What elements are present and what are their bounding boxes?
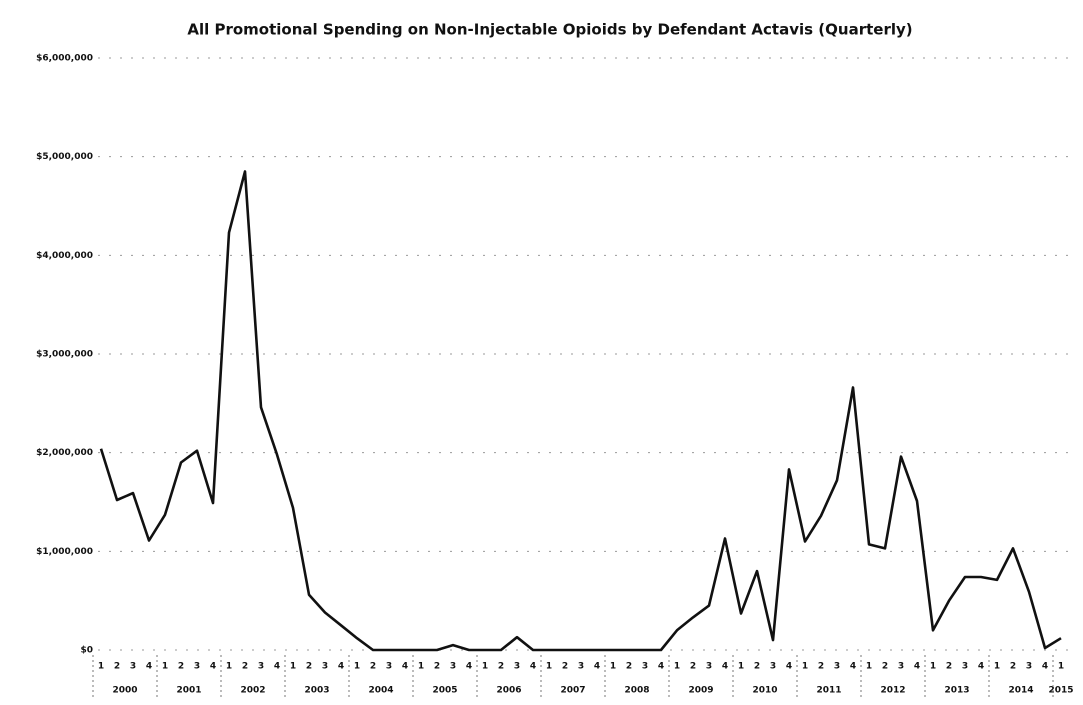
x-tick-label: 2 bbox=[754, 662, 760, 672]
x-tick-label: 2 bbox=[626, 662, 632, 672]
x-tick-label: 4 bbox=[274, 662, 280, 672]
x-tick-label: 3 bbox=[706, 662, 712, 672]
x-tick-label: 1 bbox=[930, 662, 936, 672]
x-tick-label: 3 bbox=[578, 662, 584, 672]
x-tick-label: 3 bbox=[834, 662, 840, 672]
year-label: 2011 bbox=[816, 686, 841, 696]
x-tick-label: 1 bbox=[162, 662, 168, 672]
x-tick-label: 4 bbox=[658, 662, 664, 672]
x-tick-label: 3 bbox=[770, 662, 776, 672]
year-label: 2006 bbox=[496, 686, 521, 696]
x-tick-label: 1 bbox=[994, 662, 1000, 672]
year-label: 2015 bbox=[1048, 686, 1073, 696]
x-tick-label: 1 bbox=[546, 662, 552, 672]
x-tick-label: 2 bbox=[370, 662, 376, 672]
x-tick-label: 3 bbox=[130, 662, 136, 672]
x-tick-label: 3 bbox=[194, 662, 200, 672]
y-tick-label: $5,000,000 bbox=[36, 152, 93, 162]
x-tick-label: 2 bbox=[882, 662, 888, 672]
x-tick-label: 3 bbox=[1026, 662, 1032, 672]
x-tick-label: 1 bbox=[610, 662, 616, 672]
x-tick-label: 4 bbox=[146, 662, 152, 672]
x-tick-label: 2 bbox=[114, 662, 120, 672]
x-tick-label: 4 bbox=[594, 662, 600, 672]
year-label: 2008 bbox=[624, 686, 649, 696]
year-label: 2009 bbox=[688, 686, 713, 696]
x-tick-label: 1 bbox=[738, 662, 744, 672]
x-tick-label: 1 bbox=[226, 662, 232, 672]
x-tick-label: 1 bbox=[354, 662, 360, 672]
x-tick-label: 1 bbox=[674, 662, 680, 672]
x-tick-label: 1 bbox=[802, 662, 808, 672]
y-tick-label: $4,000,000 bbox=[36, 251, 93, 261]
year-label: 2000 bbox=[112, 686, 137, 696]
year-label: 2013 bbox=[944, 686, 969, 696]
x-tick-label: 2 bbox=[498, 662, 504, 672]
x-tick-label: 4 bbox=[530, 662, 536, 672]
x-tick-label: 2 bbox=[178, 662, 184, 672]
x-tick-label: 4 bbox=[722, 662, 728, 672]
year-label: 2012 bbox=[880, 686, 905, 696]
chart-title: All Promotional Spending on Non-Injectab… bbox=[187, 21, 912, 39]
y-tick-label: $3,000,000 bbox=[36, 350, 93, 360]
x-tick-label: 2 bbox=[242, 662, 248, 672]
x-tick-label: 1 bbox=[866, 662, 872, 672]
x-tick-label: 2 bbox=[818, 662, 824, 672]
x-tick-label: 4 bbox=[466, 662, 472, 672]
x-tick-label: 1 bbox=[482, 662, 488, 672]
x-tick-label: 4 bbox=[210, 662, 216, 672]
x-tick-label: 3 bbox=[258, 662, 264, 672]
y-tick-label: $2,000,000 bbox=[36, 448, 93, 458]
y-tick-label: $6,000,000 bbox=[36, 54, 93, 64]
x-tick-label: 1 bbox=[418, 662, 424, 672]
x-tick-label: 4 bbox=[1042, 662, 1048, 672]
year-label: 2003 bbox=[304, 686, 329, 696]
x-tick-label: 4 bbox=[914, 662, 920, 672]
x-tick-label: 3 bbox=[322, 662, 328, 672]
x-tick-label: 2 bbox=[1010, 662, 1016, 672]
year-label: 2001 bbox=[176, 686, 201, 696]
data-line bbox=[99, 170, 1062, 652]
x-tick-label: 3 bbox=[386, 662, 392, 672]
y-tick-label: $0 bbox=[80, 646, 93, 656]
year-label: 2004 bbox=[368, 686, 393, 696]
x-tick-label: 2 bbox=[562, 662, 568, 672]
x-tick-label: 4 bbox=[338, 662, 344, 672]
x-tick-label: 3 bbox=[450, 662, 456, 672]
x-tick-label: 1 bbox=[290, 662, 296, 672]
x-tick-label: 1 bbox=[98, 662, 104, 672]
x-tick-label: 3 bbox=[962, 662, 968, 672]
x-tick-label: 3 bbox=[642, 662, 648, 672]
year-label: 2014 bbox=[1008, 686, 1033, 696]
x-tick-label: 3 bbox=[514, 662, 520, 672]
year-label: 2007 bbox=[560, 686, 585, 696]
x-tick-label: 4 bbox=[978, 662, 984, 672]
x-tick-label: 2 bbox=[434, 662, 440, 672]
x-tick-label: 2 bbox=[946, 662, 952, 672]
year-label: 2005 bbox=[432, 686, 457, 696]
x-tick-label: 4 bbox=[786, 662, 792, 672]
x-tick-label: 2 bbox=[306, 662, 312, 672]
x-tick-label: 4 bbox=[850, 662, 856, 672]
year-label: 2010 bbox=[752, 686, 777, 696]
x-tick-label: 3 bbox=[898, 662, 904, 672]
x-tick-label: 1 bbox=[1058, 662, 1064, 672]
x-tick-label: 4 bbox=[402, 662, 408, 672]
year-label: 2002 bbox=[240, 686, 265, 696]
y-tick-label: $1,000,000 bbox=[36, 547, 93, 557]
x-tick-label: 2 bbox=[690, 662, 696, 672]
